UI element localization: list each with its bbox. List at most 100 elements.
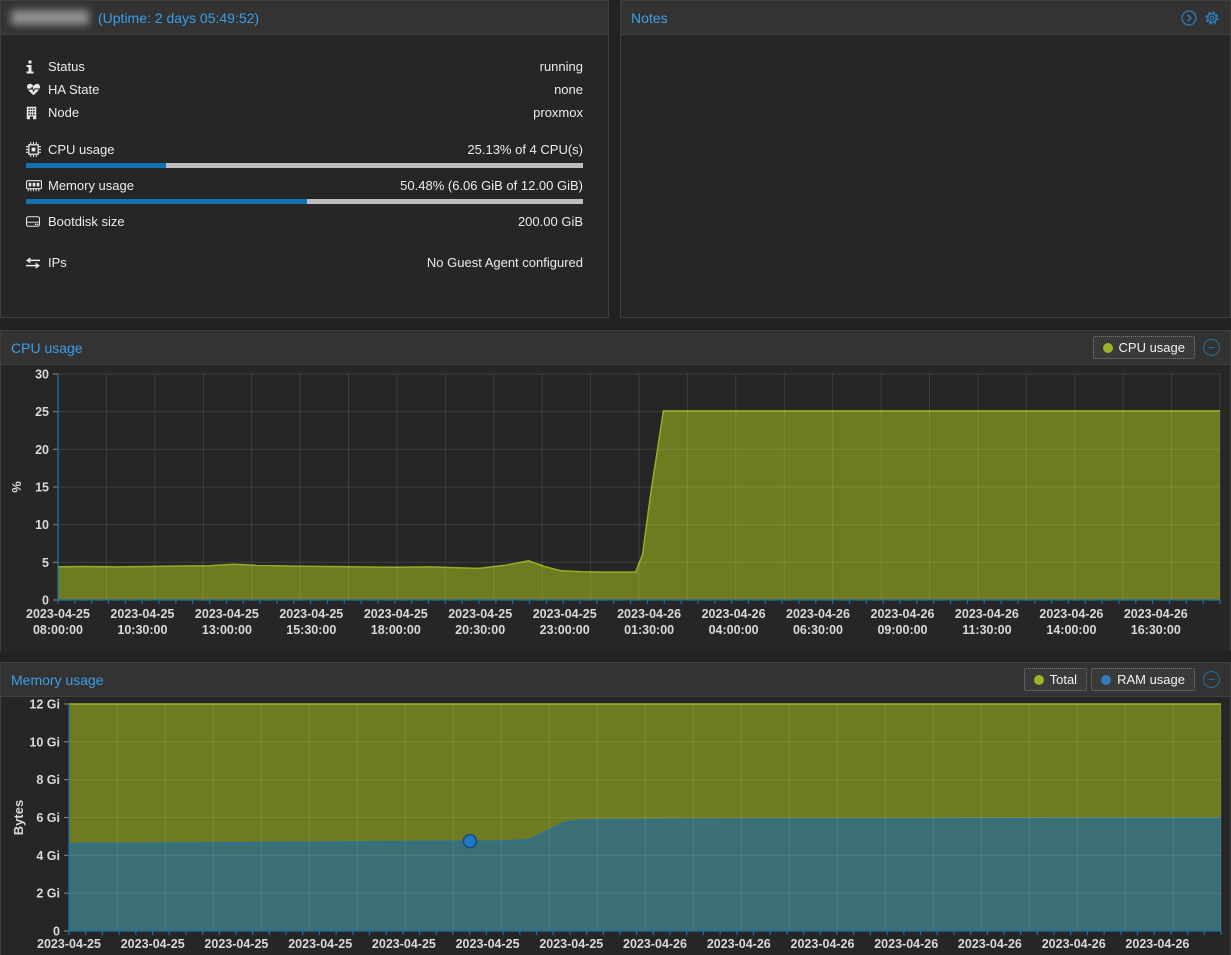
svg-text:2023-04-26: 2023-04-26: [786, 607, 850, 621]
gear-icon[interactable]: [1204, 10, 1220, 26]
building-icon: [26, 106, 48, 120]
progress-bar: [26, 163, 583, 168]
status-row-bootdisk-size: Bootdisk size200.00 GiB: [26, 210, 583, 233]
svg-text:2023-04-26: 2023-04-26: [623, 937, 687, 951]
progress-bar: [26, 199, 583, 204]
vm-status-panel: (Uptime: 2 days 05:49:52) StatusrunningH…: [0, 0, 609, 318]
svg-text:10:30:00: 10:30:00: [117, 623, 167, 637]
status-row-status: Statusrunning: [26, 55, 583, 78]
svg-text:20:30:00: 20:30:00: [455, 623, 505, 637]
notes-title: Notes: [631, 10, 668, 26]
svg-text:5: 5: [42, 556, 49, 570]
svg-text:2023-04-25: 2023-04-25: [26, 607, 90, 621]
legend-dot: [1101, 675, 1111, 685]
status-row-label: Memory usage: [48, 178, 134, 193]
cpu-panel-header: CPU usage CPU usage −: [1, 331, 1230, 365]
svg-text:2 Gi: 2 Gi: [36, 887, 60, 901]
collapse-cpu-panel-icon[interactable]: −: [1203, 339, 1220, 356]
notes-panel: Notes: [620, 0, 1231, 318]
cpu-usage-chart: 0 5 10 15 20 25 30 2023-04-25 08:00:00 2023-04-25…: [1, 365, 1230, 652]
svg-text:06:30:00: 06:30:00: [793, 623, 843, 637]
heartbeat-icon: [26, 83, 48, 96]
svg-text:16:30:00: 16:30:00: [1131, 623, 1181, 637]
svg-text:11:30:00: 11:30:00: [962, 623, 1011, 637]
cpu-usage-panel: CPU usage CPU usage − 0 5 10 15 20 25 30 2023-0…: [0, 330, 1231, 651]
status-row-value: No Guest Agent configured: [427, 255, 583, 270]
svg-text:4 Gi: 4 Gi: [36, 849, 60, 863]
memory-icon: [26, 179, 48, 192]
svg-text:2023-04-25: 2023-04-25: [533, 607, 597, 621]
legend-label: CPU usage: [1119, 340, 1185, 355]
svg-text:2023-04-26: 2023-04-26: [1039, 607, 1103, 621]
status-row-value: proxmox: [533, 105, 583, 120]
chart-marker-dot: [463, 835, 476, 848]
memory-usage-chart: 02 Gi4 Gi6 Gi8 Gi10 Gi12 Gi2023-04-25202…: [1, 697, 1230, 955]
status-row-value: running: [540, 59, 583, 74]
svg-text:01:30:00: 01:30:00: [624, 623, 674, 637]
svg-text:2023-04-25: 2023-04-25: [448, 607, 512, 621]
svg-text:08:00:00: 08:00:00: [33, 623, 83, 637]
svg-text:2023-04-26: 2023-04-26: [874, 937, 938, 951]
status-row-value: 25.13% of 4 CPU(s): [467, 142, 583, 157]
vm-uptime-label: (Uptime: 2 days 05:49:52): [98, 10, 259, 26]
memory-chart-legend: Total RAM usage: [1020, 668, 1195, 691]
info-icon: [26, 60, 48, 74]
status-row-label: IPs: [48, 255, 67, 270]
svg-text:10 Gi: 10 Gi: [29, 735, 60, 749]
status-row-value: 50.48% (6.06 GiB of 12.00 GiB): [400, 178, 583, 193]
cpu-chart-title: CPU usage: [11, 340, 83, 356]
status-row-value: none: [554, 82, 583, 97]
svg-text:0: 0: [42, 594, 49, 608]
legend-item-cpu-usage[interactable]: CPU usage: [1093, 336, 1195, 359]
vm-name-redacted: [11, 10, 89, 25]
svg-text:15:30:00: 15:30:00: [286, 623, 336, 637]
svg-text:2023-04-25: 2023-04-25: [204, 937, 268, 951]
memory-panel-header: Memory usage Total RAM usage −: [1, 663, 1230, 697]
notes-body[interactable]: [621, 35, 1230, 318]
svg-text:2023-04-25: 2023-04-25: [364, 607, 428, 621]
svg-text:25: 25: [35, 405, 49, 419]
svg-text:09:00:00: 09:00:00: [877, 623, 927, 637]
svg-text:2023-04-26: 2023-04-26: [955, 607, 1019, 621]
svg-text:2023-04-25: 2023-04-25: [279, 607, 343, 621]
expand-notes-icon[interactable]: [1181, 10, 1197, 26]
cpu-chart-legend: CPU usage: [1089, 336, 1195, 359]
svg-text:2023-04-26: 2023-04-26: [1125, 937, 1189, 951]
legend-label: Total: [1050, 672, 1077, 687]
svg-text:12 Gi: 12 Gi: [29, 698, 60, 712]
legend-label: RAM usage: [1117, 672, 1185, 687]
svg-text:2023-04-26: 2023-04-26: [791, 937, 855, 951]
status-row-memory-usage: Memory usage 50.48% (6.06 GiB of 12.00 Gi…: [26, 174, 583, 197]
cpu-icon: [26, 142, 48, 157]
status-row-ips: IPs No Guest Agent configured: [26, 251, 583, 274]
svg-text:2023-04-26: 2023-04-26: [958, 937, 1022, 951]
svg-text:15: 15: [35, 481, 49, 495]
legend-item-total[interactable]: Total: [1024, 668, 1087, 691]
svg-text:2023-04-25: 2023-04-25: [195, 607, 259, 621]
status-row-label: Bootdisk size: [48, 214, 125, 229]
status-row-ha-state: HA Statenone: [26, 78, 583, 101]
svg-text:2023-04-26: 2023-04-26: [707, 937, 771, 951]
memory-chart-title: Memory usage: [11, 672, 104, 688]
svg-text:10: 10: [35, 518, 49, 532]
legend-dot: [1034, 675, 1044, 685]
svg-text:2023-04-26: 2023-04-26: [617, 607, 681, 621]
svg-text:14:00:00: 14:00:00: [1046, 623, 1096, 637]
collapse-memory-panel-icon[interactable]: −: [1203, 671, 1220, 688]
svg-text:6 Gi: 6 Gi: [36, 811, 60, 825]
progress-bar-fill: [26, 199, 307, 204]
status-row-label: Node: [48, 105, 79, 120]
memory-usage-panel: Memory usage TotalRAM usage − 02 Gi4 Gi6…: [0, 662, 1231, 955]
vm-status-rows: StatusrunningHA Statenone Node proxmox CPU …: [1, 35, 608, 274]
svg-text:20: 20: [35, 443, 49, 457]
hdd-icon: [26, 216, 48, 227]
svg-text:13:00:00: 13:00:00: [202, 623, 252, 637]
svg-text:30: 30: [35, 368, 49, 382]
status-row-label: CPU usage: [48, 142, 114, 157]
status-row-cpu-usage: CPU usage 25.13% of 4 CPU(s): [26, 138, 583, 161]
svg-text:2023-04-25: 2023-04-25: [121, 937, 185, 951]
status-row-node: Node proxmox: [26, 101, 583, 124]
svg-text:2023-04-25: 2023-04-25: [372, 937, 436, 951]
legend-item-ram-usage[interactable]: RAM usage: [1091, 668, 1195, 691]
svg-text:Bytes: Bytes: [11, 800, 26, 835]
